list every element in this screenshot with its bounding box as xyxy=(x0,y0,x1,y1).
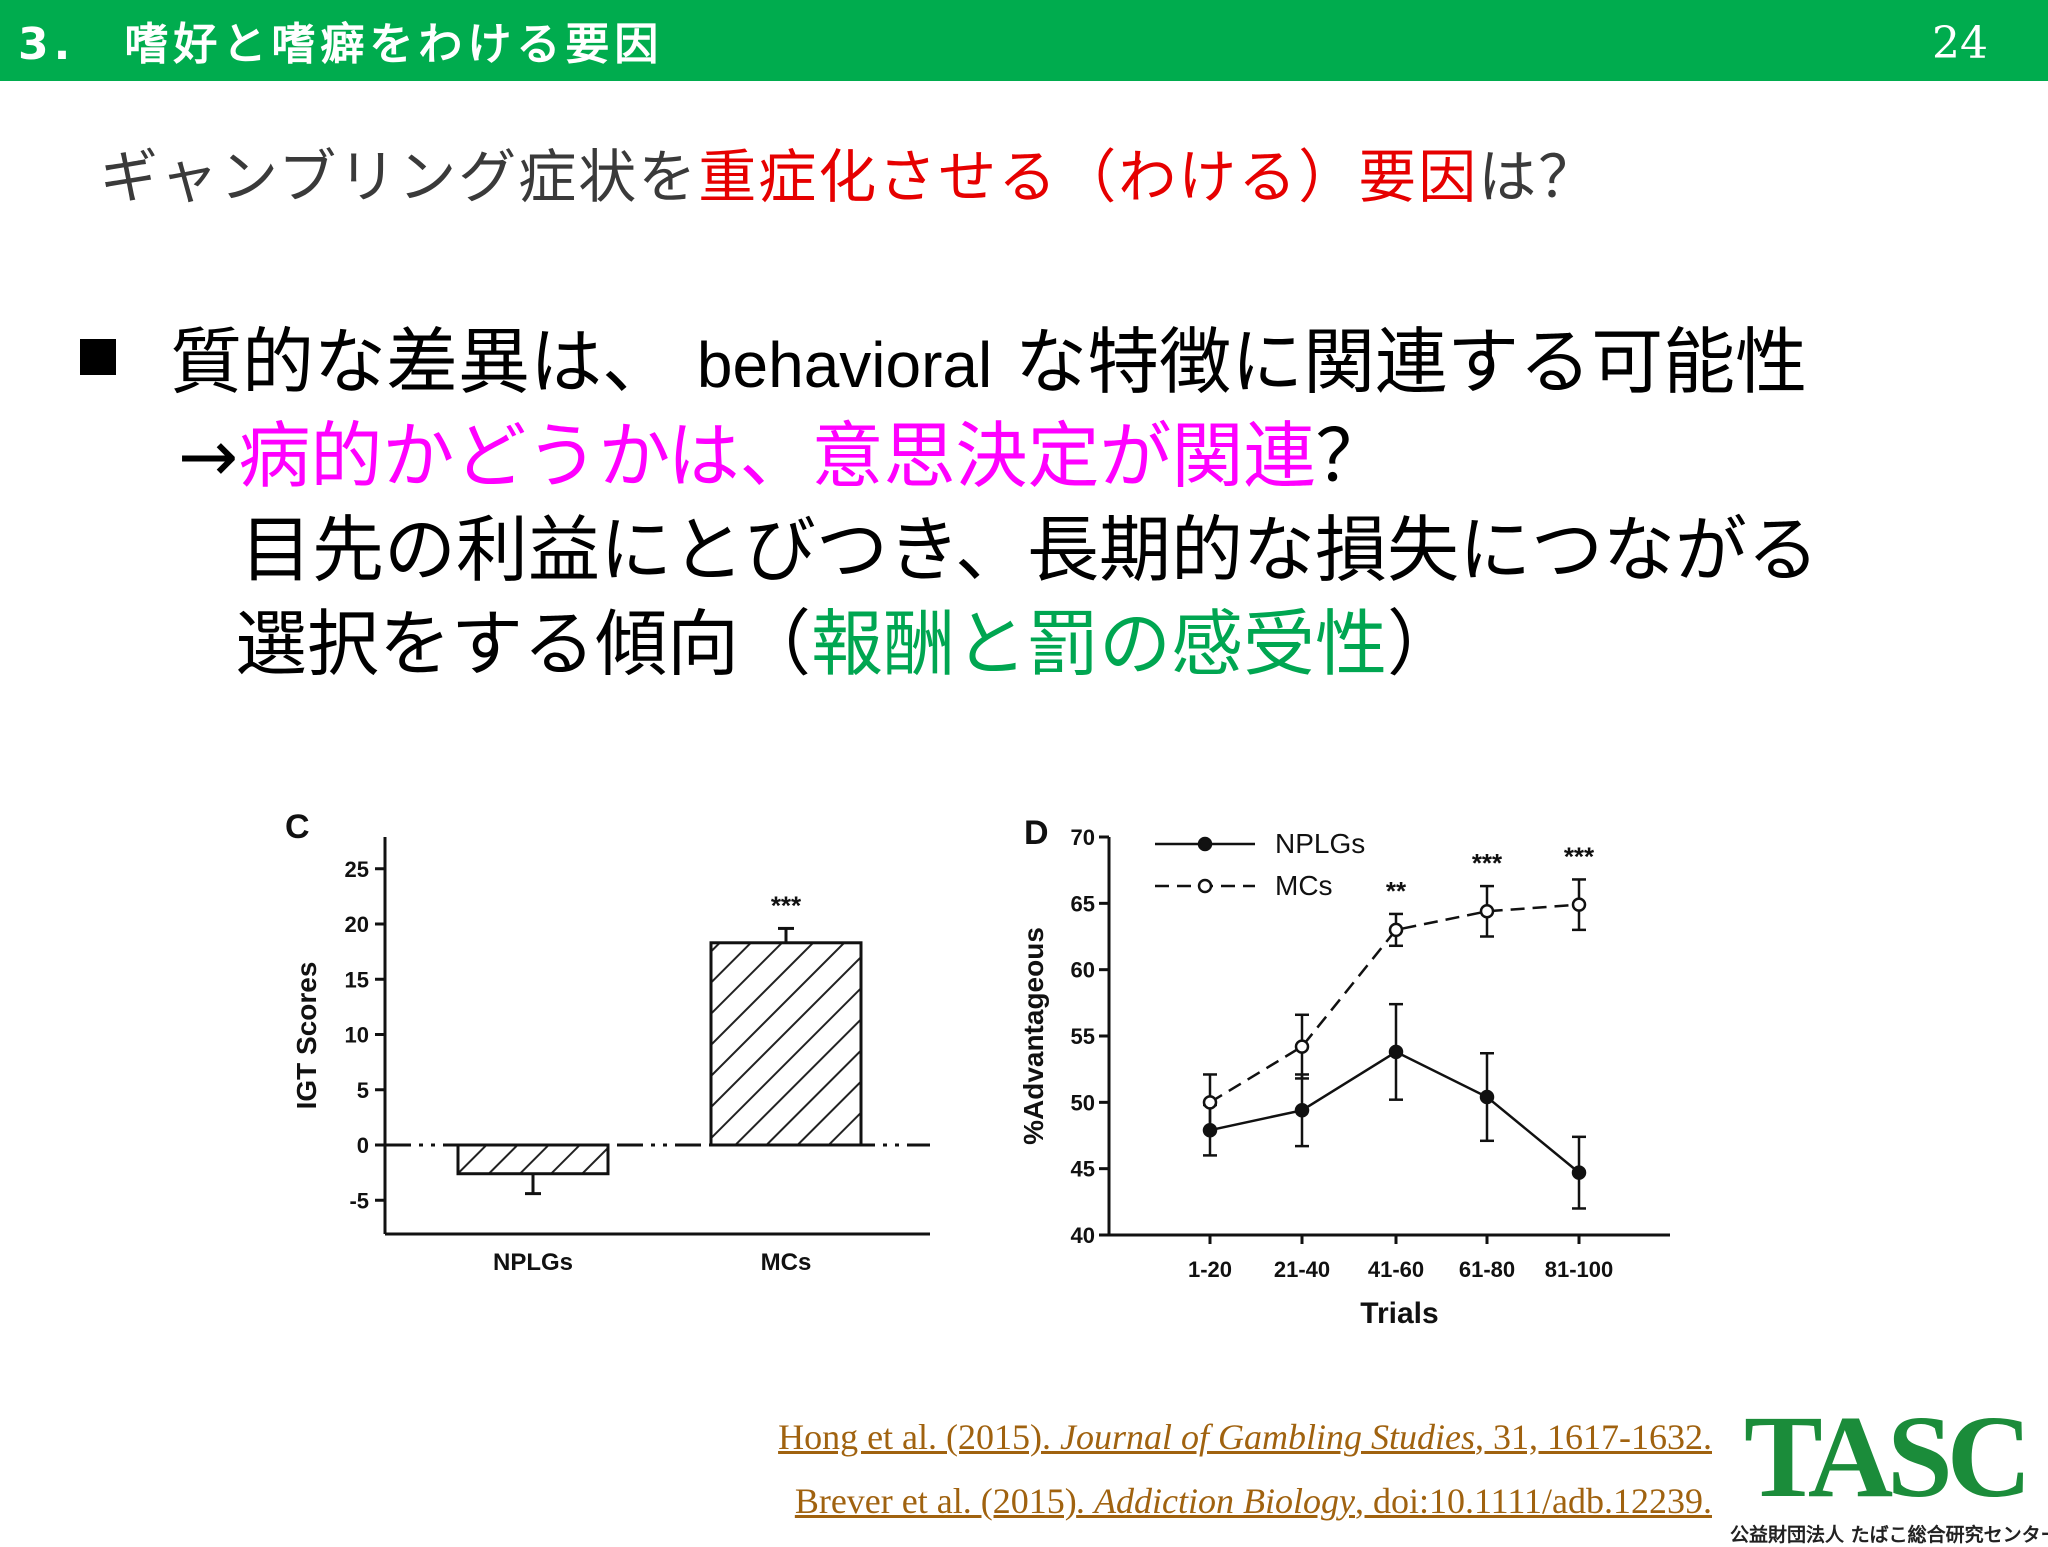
chart-c-y-tick-label: 15 xyxy=(345,967,369,992)
chart-c-y-tick-label: 25 xyxy=(345,857,369,882)
ref1-authors: Hong et al. (2015). xyxy=(778,1417,1052,1457)
subtitle-part1: ギャンブリング症状を xyxy=(100,143,699,211)
ref1-journal: Journal of Gambling Studies xyxy=(1051,1417,1475,1457)
chart-d-y-tick-label: 50 xyxy=(1071,1090,1095,1115)
chart-c-y-tick-label: 0 xyxy=(357,1133,369,1158)
chart-c-y-tick-label: -5 xyxy=(349,1188,369,1213)
chart-c-significance: *** xyxy=(771,890,802,920)
bullet-text-a: 質的な差異は、 xyxy=(170,320,675,404)
chart-d-y-tick-label: 45 xyxy=(1071,1157,1095,1182)
chart-d-significance: *** xyxy=(1564,841,1595,871)
chart-d-point-mcs xyxy=(1479,904,1495,919)
bullet-question: ？ xyxy=(1315,414,1388,498)
chart-d-series-mcs-line xyxy=(1209,903,1580,1104)
chart-d-point-nplgs xyxy=(1479,1089,1495,1105)
bullet-highlight-magenta: 病的かどうかは、意思決定が関連 xyxy=(238,414,1316,498)
chart-d-point-nplgs xyxy=(1388,1044,1404,1060)
chart-d-advantageous: D 70 65 60 55 50 45 40 1-20 21-40 41-60 61-80 81-100… xyxy=(1018,814,1670,1330)
bullet-highlight-green: 報酬と罰の感受性 xyxy=(811,602,1388,686)
chart-c-y-label: IGT Scores xyxy=(291,962,322,1110)
chart-d-series-nplgs-line xyxy=(1209,1050,1580,1174)
header-bar: 3. 嗜好と嗜癖をわける要因 24 xyxy=(0,0,2048,81)
chart-d-significance: ** xyxy=(1386,876,1407,906)
chart-d-legend-label: MCs xyxy=(1275,870,1333,901)
logo-subtext: 公益財団法人 たばこ総合研究センター xyxy=(1730,1524,2048,1546)
arrow-icon: → xyxy=(178,414,239,498)
bullet-line-2: →病的かどうかは、意思決定が関連？ xyxy=(80,409,1819,503)
bullet-text-4b: ） xyxy=(1387,602,1460,686)
ref1-volume: , 31, 1617-1632. xyxy=(1475,1417,1712,1457)
chart-d-point-mcs xyxy=(1202,1095,1218,1110)
chart-d-x-tick-label: 81-100 xyxy=(1545,1257,1614,1282)
chart-c-y-tick-label: 5 xyxy=(357,1078,369,1103)
chart-d-legend-marker xyxy=(1197,878,1213,894)
bullet-square-icon xyxy=(80,339,116,375)
reference-1[interactable]: Hong et al. (2015). Journal of Gambling … xyxy=(778,1405,1712,1469)
bullet-text-c: な特徴に関連する可能性 xyxy=(1015,320,1808,404)
page-number: 24 xyxy=(1932,18,1988,69)
bullet-block: 質的な差異は、 behavioral な特徴に関連する可能性 →病的かどうかは、… xyxy=(80,315,1819,691)
ref2-doi: , doi:10.1111/adb.12239. xyxy=(1355,1481,1712,1521)
chart-d-y-tick-label: 55 xyxy=(1071,1024,1095,1049)
bullet-line-1: 質的な差異は、 behavioral な特徴に関連する可能性 xyxy=(80,315,1819,409)
chart-d-y-label: %Advantageous xyxy=(1018,927,1049,1145)
chart-c-igt-scores: C 25 20 15 10 5 0 -5 IGT Scores NPLGs MCs *** xyxy=(285,808,930,1276)
chart-c-panel-label: C xyxy=(285,808,310,846)
chart-d-legend-label: NPLGs xyxy=(1275,828,1365,859)
logo-text: TASC xyxy=(1743,1391,2032,1522)
chart-d-panel-label: D xyxy=(1024,814,1049,852)
ref2-authors: Brever et al. (2015) xyxy=(794,1481,1077,1521)
bullet-text-latin: behavioral xyxy=(696,329,993,401)
chart-d-point-nplgs xyxy=(1571,1165,1587,1180)
subtitle-part3: は？ xyxy=(1478,143,1599,211)
slide-subtitle: ギャンブリング症状を重症化させる（わける）要因は？ xyxy=(100,130,1598,214)
chart-d-legend-marker xyxy=(1197,836,1213,852)
bullet-line-4: 選択をする傾向（報酬と罰の感受性） xyxy=(80,597,1819,691)
chart-d-x-tick-label: 61-80 xyxy=(1459,1257,1515,1282)
chart-c-y-tick-label: 20 xyxy=(345,912,369,937)
chart-d-x-tick-label: 21-40 xyxy=(1274,1257,1330,1282)
chart-d-point-mcs xyxy=(1388,922,1404,938)
chart-d-significance: *** xyxy=(1472,848,1503,878)
chart-d-x-label: Trials xyxy=(1360,1297,1438,1330)
chart-d-x-tick-label: 1-20 xyxy=(1188,1257,1232,1282)
section-title: 3. 嗜好と嗜癖をわける要因 xyxy=(18,19,664,70)
chart-c-bar xyxy=(456,1143,610,1176)
chart-d-y-tick-label: 40 xyxy=(1071,1223,1095,1248)
chart-d-point-mcs xyxy=(1294,1039,1310,1054)
chart-d-point-nplgs xyxy=(1294,1103,1310,1118)
subtitle-highlight: 重症化させる（わける）要因 xyxy=(698,143,1479,211)
chart-d-y-tick-label: 65 xyxy=(1071,891,1095,916)
ref2-journal: . Addiction Biology xyxy=(1076,1481,1356,1521)
chart-d-y-tick-label: 70 xyxy=(1071,825,1095,850)
chart-d-x-tick-label: 41-60 xyxy=(1368,1257,1424,1282)
references: Hong et al. (2015). Journal of Gambling … xyxy=(778,1405,1712,1533)
chart-d-point-mcs xyxy=(1571,897,1587,912)
reference-2[interactable]: Brever et al. (2015). Addiction Biology,… xyxy=(778,1469,1712,1533)
bullet-text-4a: 選択をする傾向（ xyxy=(235,602,812,686)
tasc-logo: TASC 公益財団法人 たばこ総合研究センター xyxy=(1730,1391,2048,1547)
chart-d-y-tick-label: 60 xyxy=(1071,958,1095,983)
chart-c-x-tick-label: NPLGs xyxy=(493,1249,573,1276)
bullet-line-3: 目先の利益にとびつき、長期的な損失につながる xyxy=(240,508,1819,592)
chart-c-y-tick-label: 10 xyxy=(345,1023,369,1048)
chart-c-x-tick-label: MCs xyxy=(761,1249,812,1276)
chart-c-bar xyxy=(709,941,863,1147)
